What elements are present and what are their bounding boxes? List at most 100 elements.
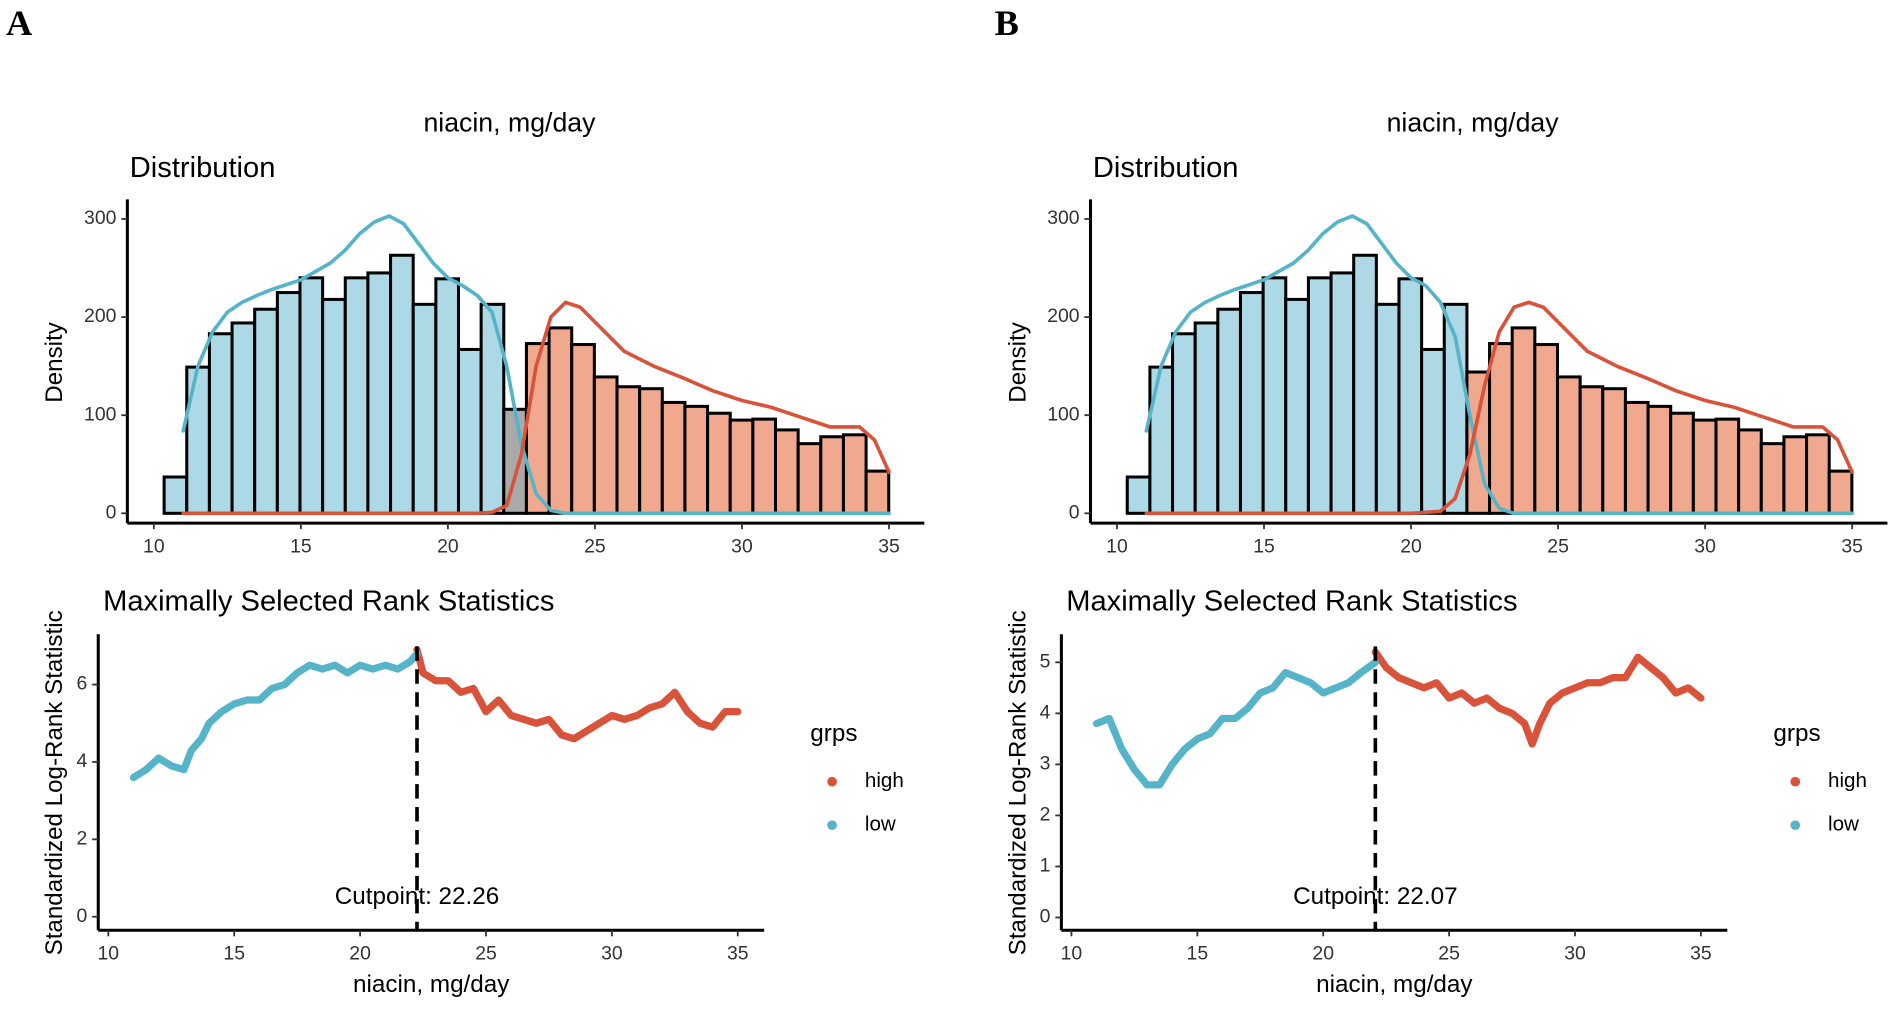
density-curve bbox=[181, 214, 891, 516]
cutpoint-label: Cutpoint: 22.07 bbox=[1293, 883, 1458, 910]
x-tick-label: 10 bbox=[143, 535, 165, 557]
x-tick-label: 25 bbox=[584, 535, 606, 557]
x-tick-label: 25 bbox=[475, 943, 497, 965]
x-tick-label: 35 bbox=[1690, 943, 1712, 965]
x-tick-label: 10 bbox=[98, 943, 120, 965]
histogram-bar bbox=[1171, 332, 1197, 515]
histogram-bar bbox=[864, 469, 891, 515]
histogram-bar bbox=[751, 417, 778, 515]
histogram-bar bbox=[1216, 307, 1242, 515]
histogram-bar bbox=[434, 277, 461, 515]
histogram-bar bbox=[1465, 370, 1492, 515]
x-tick-label: 15 bbox=[223, 943, 245, 965]
y-tick-label: 3 bbox=[1040, 753, 1051, 775]
histogram-bar bbox=[706, 411, 732, 515]
x-tick-label: 10 bbox=[1106, 535, 1128, 557]
panel-label: B bbox=[995, 3, 1019, 43]
histogram-bar bbox=[615, 385, 642, 515]
y-axis-label: Density bbox=[41, 321, 68, 402]
y-tick-label: 4 bbox=[1040, 702, 1051, 724]
y-tick-label: 4 bbox=[77, 750, 88, 772]
histogram-bar bbox=[1827, 469, 1854, 515]
x-tick-label: 30 bbox=[1694, 535, 1716, 557]
histogram-bar bbox=[1261, 276, 1288, 515]
chart-title: niacin, mg/day bbox=[1387, 108, 1560, 138]
legend-swatch bbox=[827, 776, 837, 787]
histogram-bar bbox=[253, 307, 279, 515]
x-tick-label: 20 bbox=[1400, 535, 1422, 557]
histogram-bar bbox=[411, 302, 438, 515]
histogram-bar bbox=[841, 433, 868, 515]
y-tick-label: 6 bbox=[77, 673, 88, 695]
histogram-bar bbox=[1374, 302, 1401, 515]
histogram-bar bbox=[366, 271, 393, 515]
x-tick-label: 35 bbox=[727, 943, 749, 965]
histogram-bar bbox=[1623, 400, 1650, 515]
y-tick-label: 300 bbox=[1047, 207, 1080, 229]
histogram-bar bbox=[1329, 271, 1356, 515]
chart-title: Maximally Selected Rank Statistics bbox=[103, 586, 554, 618]
y-tick-label: 200 bbox=[84, 305, 117, 327]
density-curve bbox=[181, 300, 891, 516]
legend-label: high bbox=[1828, 769, 1867, 792]
cutpoint-label: Cutpoint: 22.26 bbox=[335, 883, 500, 910]
x-tick-label: 10 bbox=[1061, 943, 1083, 965]
histogram-bar bbox=[1488, 342, 1514, 515]
histogram-bar bbox=[773, 428, 800, 515]
histogram-bar bbox=[230, 321, 257, 515]
histogram-bar bbox=[1782, 435, 1809, 515]
panel-label: A bbox=[6, 3, 32, 43]
histogram-bar bbox=[185, 365, 211, 515]
y-tick-label: 100 bbox=[1047, 403, 1080, 425]
chart-subtitle: Distribution bbox=[1093, 152, 1239, 184]
rank-statistic-line bbox=[129, 649, 421, 782]
y-tick-label: 0 bbox=[106, 501, 117, 523]
rank-statistic-line bbox=[1092, 658, 1379, 789]
histogram-bar bbox=[1805, 433, 1831, 515]
rank-statistic-line bbox=[413, 646, 742, 743]
x-tick-label: 15 bbox=[1187, 943, 1209, 965]
rank-statistic-line bbox=[1371, 648, 1705, 748]
histogram-bar bbox=[343, 276, 370, 515]
y-tick-label: 200 bbox=[1047, 305, 1080, 327]
y-axis-label: Standardized Log-Rank Statistic bbox=[1004, 610, 1031, 955]
histogram-bar bbox=[1646, 404, 1673, 515]
histogram-bar bbox=[1306, 276, 1333, 515]
histogram-bar bbox=[321, 297, 347, 515]
density-curve bbox=[1144, 300, 1854, 516]
y-tick-label: 2 bbox=[77, 827, 88, 849]
legend-swatch bbox=[1790, 820, 1801, 830]
histogram-bar bbox=[570, 343, 596, 515]
histogram-bar bbox=[1533, 343, 1560, 515]
x-tick-label: 20 bbox=[1312, 943, 1334, 965]
histogram-bar bbox=[1397, 277, 1424, 515]
x-tick-label: 35 bbox=[1841, 535, 1863, 557]
x-axis-label: niacin, mg/day bbox=[1316, 971, 1473, 998]
legend-label: low bbox=[1828, 813, 1859, 836]
histogram-bar bbox=[547, 326, 574, 515]
y-tick-label: 1 bbox=[1040, 855, 1051, 877]
legend-swatch bbox=[1790, 776, 1801, 787]
histogram-bar bbox=[796, 442, 823, 515]
y-axis-label: Standardized Log-Rank Statistic bbox=[41, 610, 68, 955]
histogram-bar bbox=[728, 418, 755, 515]
histogram-bar bbox=[1284, 297, 1310, 515]
histogram-bar bbox=[1759, 442, 1786, 515]
histogram-bar bbox=[819, 435, 845, 515]
histogram-bar bbox=[1578, 385, 1605, 515]
legend-title: grps bbox=[1773, 720, 1820, 747]
chart-subtitle: Distribution bbox=[130, 152, 276, 184]
chart-title: niacin, mg/day bbox=[423, 108, 596, 138]
x-tick-label: 25 bbox=[1547, 535, 1569, 557]
histogram-bar bbox=[1125, 475, 1152, 515]
y-tick-label: 2 bbox=[1040, 804, 1051, 826]
histogram-bar bbox=[1420, 347, 1446, 515]
y-tick-label: 0 bbox=[1069, 501, 1080, 523]
x-tick-label: 15 bbox=[1253, 535, 1275, 557]
histogram-bar bbox=[660, 400, 687, 515]
histogram-bar bbox=[1601, 387, 1627, 515]
x-tick-label: 20 bbox=[437, 535, 459, 557]
histogram-bar bbox=[524, 342, 551, 515]
histogram-bar bbox=[1193, 321, 1220, 515]
